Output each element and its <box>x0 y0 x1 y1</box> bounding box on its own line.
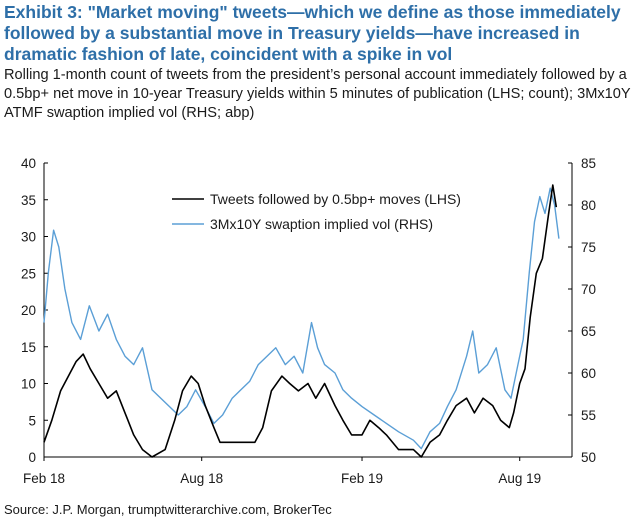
legend-label: Tweets followed by 0.5bp+ moves (LHS) <box>210 191 461 207</box>
right-y-tick-label: 65 <box>581 324 596 339</box>
right-y-tick-label: 55 <box>581 408 596 423</box>
swaption-vol-series-line <box>43 187 560 450</box>
chart-title: Exhibit 3: "Market moving" tweets—which … <box>4 2 621 64</box>
left-y-tick-label: 15 <box>21 340 36 355</box>
left-y-tick-label: 10 <box>21 377 36 392</box>
left-y-tick-label: 5 <box>28 413 36 428</box>
left-y-tick-label: 30 <box>21 230 36 245</box>
x-tick-label: Feb 19 <box>341 471 383 486</box>
left-y-tick-label: 35 <box>21 193 36 208</box>
legend-label: 3Mx10Y swaption implied vol (RHS) <box>210 216 433 232</box>
right-y-tick-label: 50 <box>581 450 596 465</box>
right-y-tick-label: 80 <box>581 198 596 213</box>
source-note: Source: J.P. Morgan, trumptwitterarchive… <box>4 502 332 517</box>
right-y-tick-label: 75 <box>581 240 596 255</box>
left-y-tick-label: 40 <box>21 156 36 171</box>
left-y-tick-label: 20 <box>21 303 36 318</box>
tweets-series-line <box>43 184 558 458</box>
left-y-tick-label: 25 <box>21 266 36 281</box>
left-y-tick-label: 0 <box>28 450 36 465</box>
x-tick-label: Feb 18 <box>23 471 65 486</box>
right-y-tick-label: 85 <box>581 156 596 171</box>
chart-subtitle: Rolling 1-month count of tweets from the… <box>4 67 631 121</box>
chart-axes: 0 5 10 15 20 25 30 35 40 50 55 60 65 70 75 80 85 Feb 18 Au… <box>21 156 596 486</box>
right-y-tick-label: 60 <box>581 366 596 381</box>
chart-lines <box>43 184 560 458</box>
chart-legend: Tweets followed by 0.5bp+ moves (LHS) 3Mx… <box>172 191 461 232</box>
x-tick-label: Aug 18 <box>180 471 223 486</box>
right-y-tick-label: 70 <box>581 282 596 297</box>
x-tick-label: Aug 19 <box>498 471 541 486</box>
